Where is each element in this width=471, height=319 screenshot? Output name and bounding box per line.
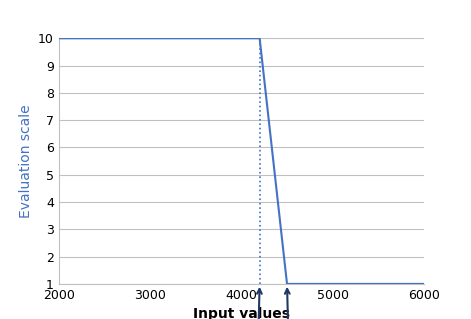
Text: Lower threshold: Lower threshold xyxy=(198,289,293,319)
Text: Upper threshold: Upper threshold xyxy=(253,289,349,319)
Y-axis label: Evaluation scale: Evaluation scale xyxy=(18,104,32,218)
X-axis label: Input values: Input values xyxy=(193,307,290,319)
